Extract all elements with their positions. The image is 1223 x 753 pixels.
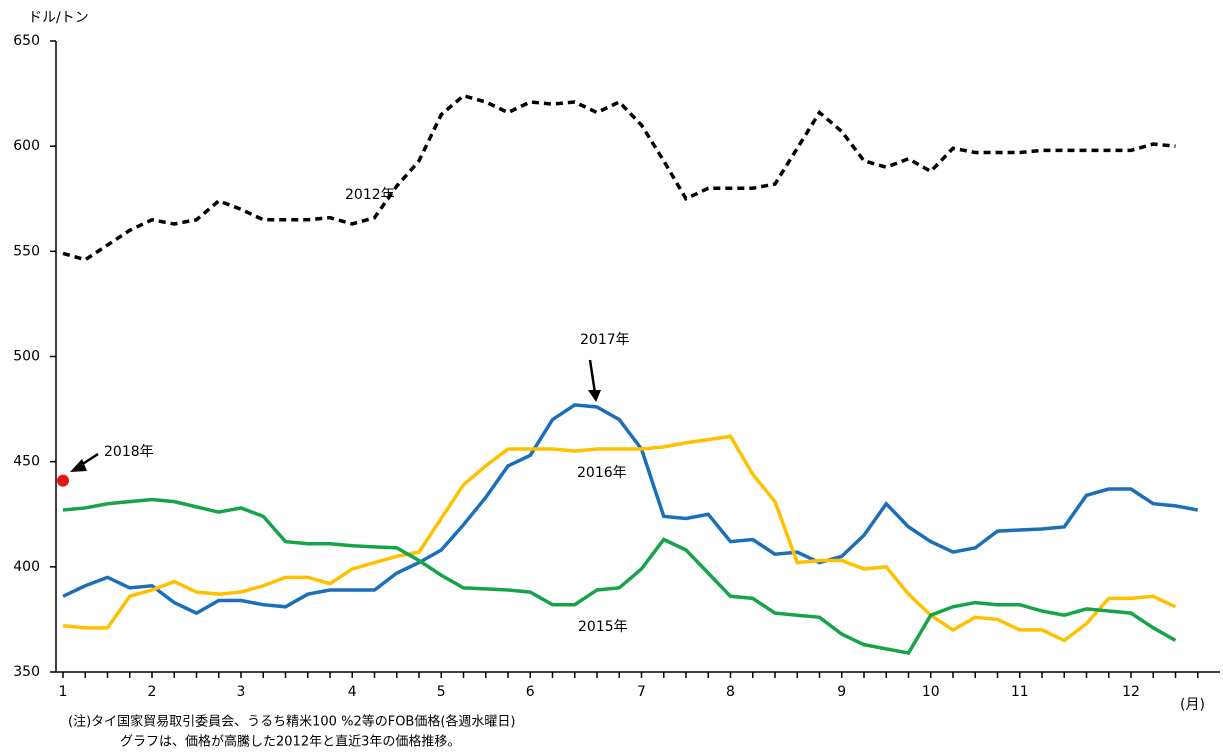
x-axis-label: (月)	[1180, 697, 1205, 713]
arrowhead	[588, 390, 601, 402]
x-tick-label: 5	[437, 684, 446, 700]
series-line	[62, 93, 1176, 262]
x-tick-label: 10	[922, 684, 940, 700]
series-label: 2012年	[345, 187, 395, 203]
series-label: 2015年	[578, 619, 628, 635]
series-line	[62, 403, 1199, 616]
series-line	[62, 434, 1177, 643]
x-tick-label: 3	[237, 684, 246, 700]
series-line	[62, 497, 1177, 656]
x-tick-label: 4	[348, 684, 357, 700]
y-tick-label: 350	[13, 664, 40, 680]
note: グラフは、価格が高騰した2012年と直近3年の価格推移。	[120, 734, 460, 750]
series-label: 2018年	[104, 444, 154, 460]
x-tick-label: 9	[837, 684, 846, 700]
y-tick-label: 600	[13, 138, 40, 154]
y-tick-label: 450	[13, 454, 40, 470]
arrowhead	[70, 459, 87, 472]
y-tick-label: 400	[13, 559, 40, 575]
y-tick-label: 550	[13, 243, 40, 259]
x-tick-label: 11	[1011, 684, 1029, 700]
x-tick-label: 1	[59, 684, 68, 700]
series-label: 2017年	[580, 332, 630, 348]
y-axis-label: ドル/トン	[28, 10, 89, 26]
x-tick-label: 6	[526, 684, 535, 700]
x-tick-label: 2	[148, 684, 157, 700]
y-tick-label: 650	[13, 33, 40, 49]
y-tick-label: 500	[13, 349, 40, 365]
x-tick-label: 8	[726, 684, 735, 700]
note: (注)タイ国家貿易取引委員会、うるち精米100 %2等のFOB価格(各週水曜日)	[68, 714, 516, 730]
x-tick-label: 12	[1122, 684, 1140, 700]
series-label: 2016年	[577, 465, 627, 481]
arrow	[588, 359, 597, 394]
x-tick-label: 7	[637, 684, 646, 700]
point	[57, 474, 69, 487]
